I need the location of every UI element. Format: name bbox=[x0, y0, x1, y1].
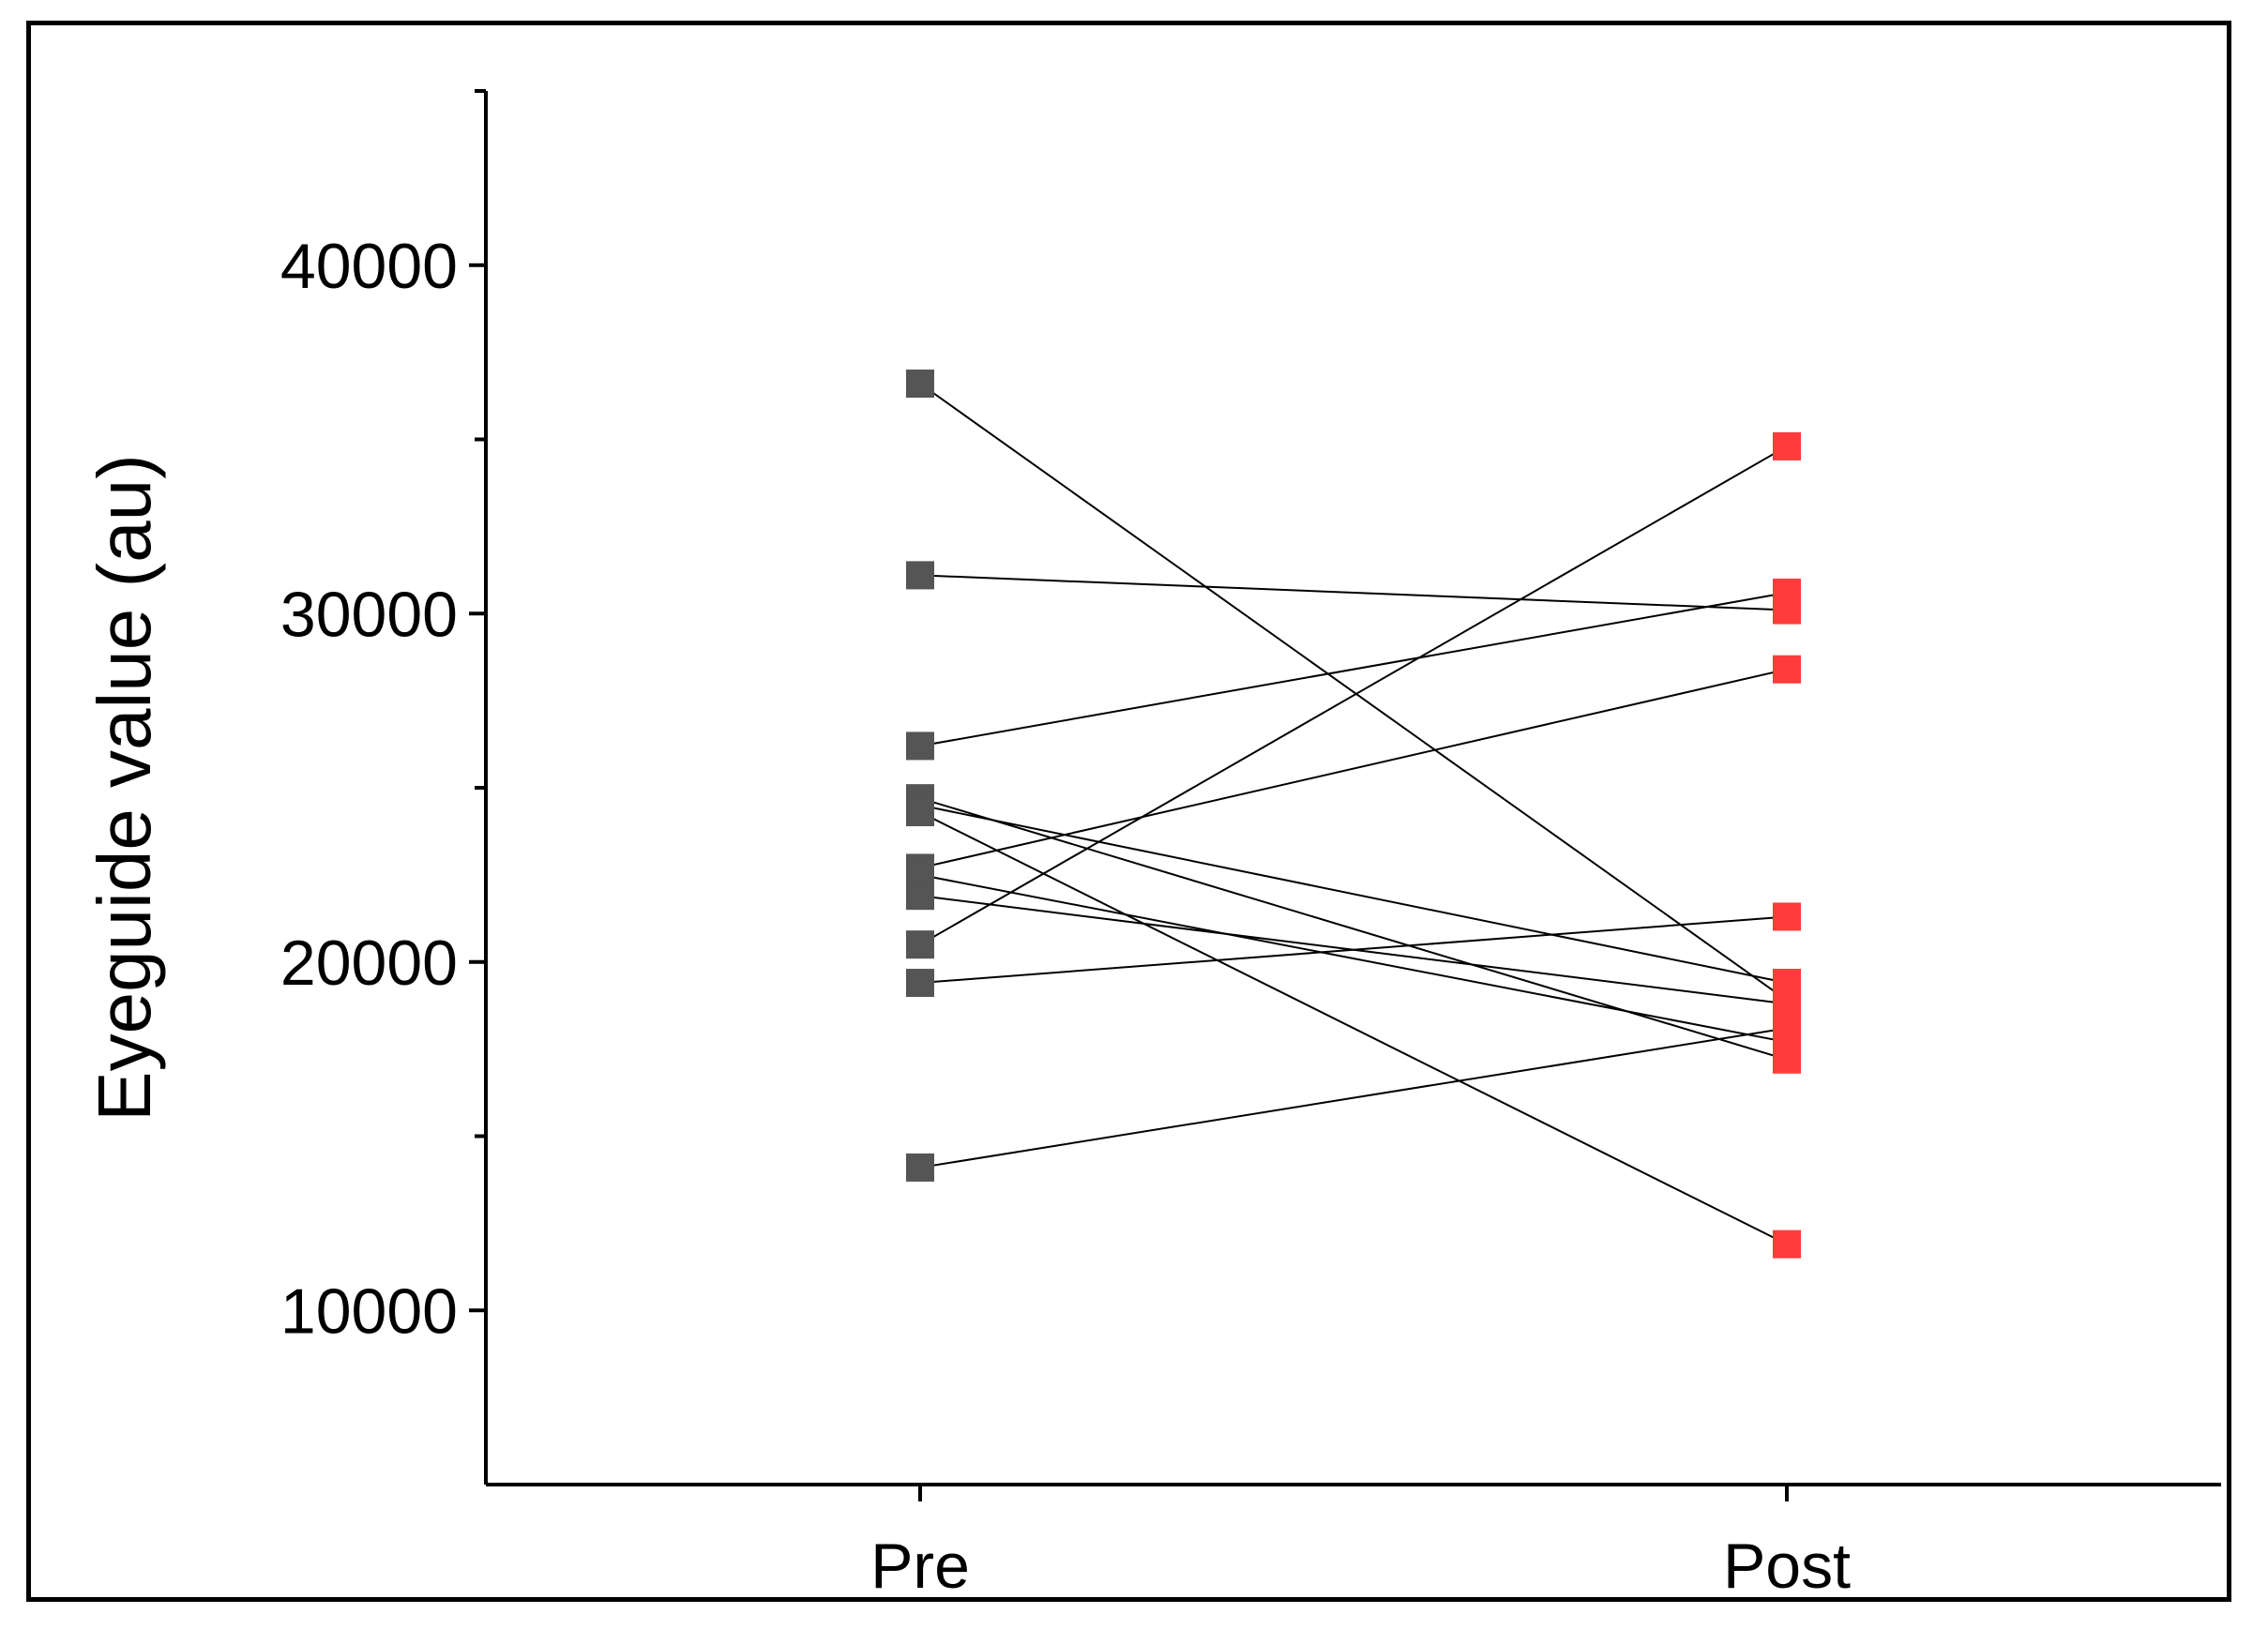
pair-lines bbox=[919, 383, 1788, 1245]
pre-point bbox=[906, 930, 934, 959]
post-point bbox=[1773, 989, 1801, 1018]
pre-point bbox=[906, 370, 934, 399]
x-axis: Pre Post bbox=[486, 1483, 2221, 1602]
figure-frame bbox=[26, 21, 2231, 1602]
y-axis-title: Eyeguide value (au) bbox=[83, 454, 166, 1122]
post-point bbox=[1773, 1229, 1801, 1259]
pair-line bbox=[919, 1027, 1788, 1169]
pair-line bbox=[919, 383, 1788, 1002]
post-point bbox=[1773, 578, 1801, 607]
post-point bbox=[1773, 1014, 1801, 1043]
pre-point bbox=[906, 798, 934, 827]
y-axis: 10000 20000 30000 40000 bbox=[280, 89, 488, 1485]
x-tick-label-post: Post bbox=[1723, 1531, 1851, 1602]
pair-line bbox=[919, 873, 1788, 1044]
pre-point bbox=[906, 561, 934, 590]
y-tick-label: 20000 bbox=[280, 928, 458, 999]
pair-line bbox=[919, 915, 1788, 985]
pair-line bbox=[919, 811, 1788, 1245]
pair-line bbox=[919, 574, 1788, 611]
post-point bbox=[1773, 655, 1801, 684]
y-tick-label: 40000 bbox=[280, 231, 458, 302]
y-tick-label: 10000 bbox=[280, 1275, 458, 1347]
pre-point bbox=[906, 969, 934, 998]
post-point bbox=[1773, 431, 1801, 460]
post-point bbox=[1773, 902, 1801, 931]
pre-point bbox=[906, 882, 934, 911]
x-tick-label-pre: Pre bbox=[870, 1531, 970, 1602]
data-points bbox=[906, 370, 1801, 1259]
pre-point bbox=[906, 1153, 934, 1182]
pair-line bbox=[919, 797, 1788, 1061]
pair-line bbox=[919, 445, 1788, 946]
pre-point bbox=[906, 732, 934, 761]
pair-line bbox=[919, 804, 1788, 985]
pair-line bbox=[919, 591, 1788, 747]
y-tick-label: 30000 bbox=[280, 579, 458, 650]
pair-line bbox=[919, 668, 1788, 869]
